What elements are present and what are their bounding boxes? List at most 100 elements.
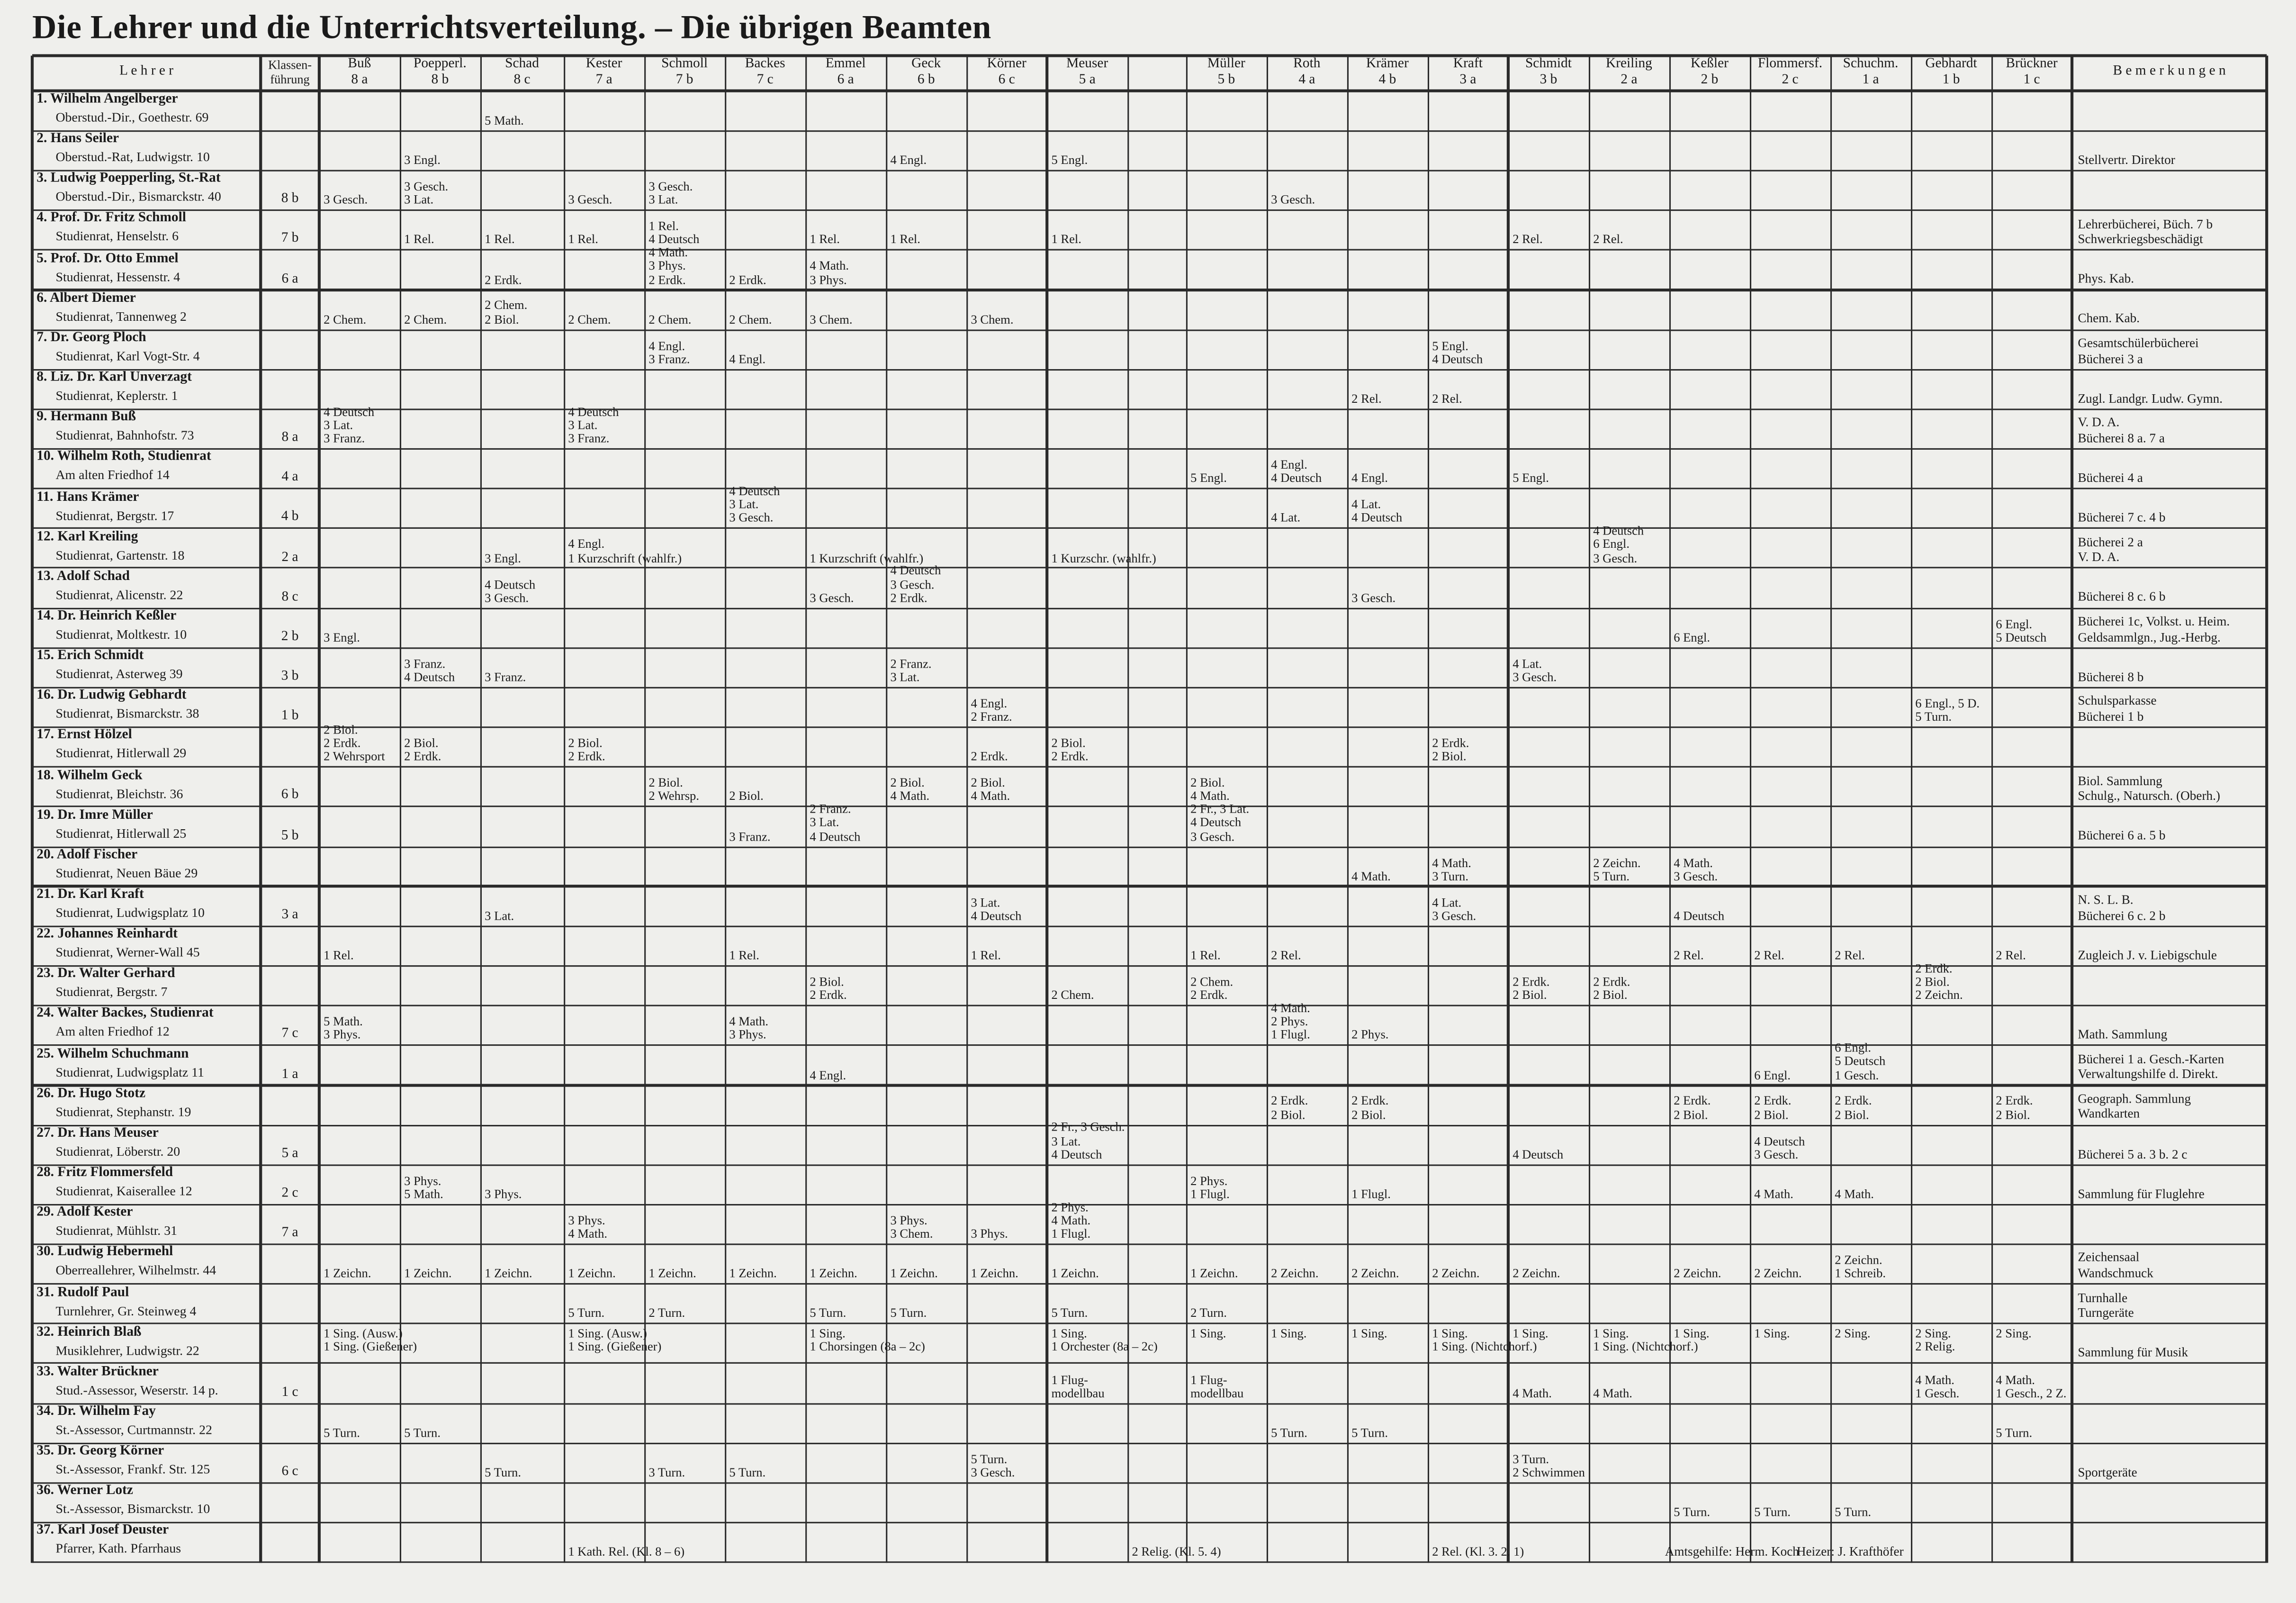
class-lead: 8 a <box>281 431 298 446</box>
teacher-address: Studienrat, Hessenstr. 4 <box>55 269 180 284</box>
column-rule <box>885 55 887 1562</box>
lesson-entry: 5 Math. 3 Phys. <box>324 1014 363 1042</box>
lesson-entry: 2 Erdk. 2 Biol. <box>1351 1093 1389 1122</box>
row-rule <box>32 130 2267 131</box>
column-class: 6 c <box>998 73 1015 88</box>
lesson-entry: 3 Engl. <box>485 550 521 565</box>
lesson-entry: 3 Phys. 3 Chem. <box>890 1213 933 1241</box>
lesson-entry: 1 Rel. <box>971 948 1001 963</box>
lesson-entry: 2 Biol. 2 Erdk. 2 Wehrsport <box>324 722 385 764</box>
teacher-address: Studienrat, Ludwigsplatz 11 <box>55 1064 204 1079</box>
row-rule <box>32 885 2267 888</box>
lesson-entry: 1 Zeichn. <box>890 1266 938 1281</box>
lesson-entry: 2 Erdk. 2 Biol. <box>1674 1093 1711 1122</box>
column-class: 7 a <box>595 73 612 88</box>
row-rule <box>32 1363 2267 1364</box>
lesson-entry: 3 Phys. 5 Math. <box>404 1173 443 1201</box>
lesson-entry: 4 Engl. 1 Kurzschrift (wahlfr.) <box>568 536 682 565</box>
lesson-entry: 4 Deutsch 3 Gesch. <box>1754 1133 1805 1161</box>
row-rule <box>32 965 2267 967</box>
column-rule <box>1185 55 1187 1562</box>
lesson-entry: 1 Zeichn. <box>810 1266 857 1281</box>
remark: Zugleich J. v. Liebigschule <box>2078 947 2217 962</box>
lesson-entry: 5 Turn. <box>1351 1425 1388 1440</box>
lesson-entry: 1 Rel. <box>810 232 840 247</box>
column-rule <box>1588 55 1589 1562</box>
remark: N. S. L. B. Bücherei 6 c. 2 b <box>2078 892 2166 923</box>
column-class: 5 a <box>1079 73 1096 88</box>
lesson-entry: 4 Engl. 3 Franz. <box>648 337 690 366</box>
teacher-name: 22. Johannes Reinhardt <box>36 927 178 942</box>
lesson-entry: 1 Zeichn. <box>1190 1266 1238 1281</box>
teacher-name: 20. Adolf Fischer <box>36 848 138 863</box>
lesson-entry: 2 Chem. <box>729 311 772 326</box>
lesson-entry: 2 Zeichn. <box>1513 1266 1560 1281</box>
teacher-address: Studienrat, Bergstr. 7 <box>55 985 168 1000</box>
teacher-address: St.-Assessor, Bismarckstr. 10 <box>55 1502 210 1517</box>
teacher-address: Studienrat, Mühlstr. 31 <box>55 1223 178 1238</box>
lesson-entry: 2 Fr., 3 Lat. 4 Deutsch 3 Gesch. <box>1190 801 1250 843</box>
column-teacher: Poepperl. <box>414 57 467 72</box>
lesson-entry: 4 Engl. <box>810 1067 846 1082</box>
remark: Bücherei 5 a. 3 b. 2 c <box>2078 1146 2188 1161</box>
teacher-address: St.-Assessor, Curtmannstr. 22 <box>55 1422 212 1437</box>
remark: Bücherei 7 c. 4 b <box>2078 510 2166 525</box>
lesson-entry: 5 Turn. <box>1835 1504 1872 1520</box>
teacher-name: 11. Hans Krämer <box>36 490 139 505</box>
remark: V. D. A. Bücherei 8 a. 7 a <box>2078 415 2165 445</box>
teacher-name: 28. Fritz Flommersfeld <box>36 1166 173 1181</box>
lesson-entry: 2 Franz. 3 Lat. 4 Deutsch <box>810 801 861 843</box>
lesson-entry: 1 Zeichn. <box>729 1266 777 1281</box>
row-rule <box>32 1084 2267 1087</box>
lesson-entry: 2 Biol. 2 Erdk. <box>404 735 441 764</box>
column-teacher: Schuchm. <box>1843 57 1899 72</box>
teacher-name: 1. Wilhelm Angelberger <box>36 92 178 107</box>
lesson-entry: 1 Sing. 1 Sing. (Nichtchorf.) <box>1593 1325 1698 1353</box>
lesson-entry: 2 Biol. <box>729 788 764 804</box>
teacher-address: Studienrat, Kaiserallee 12 <box>55 1183 192 1198</box>
lesson-entry: 2 Chem. <box>404 311 447 326</box>
column-class: 1 b <box>1942 73 1960 88</box>
lesson-entry: 2 Sing. <box>1996 1325 2032 1340</box>
column-class: 2 b <box>1701 73 1719 88</box>
class-lead: 1 c <box>281 1385 298 1400</box>
column-teacher: Backes <box>745 57 785 72</box>
lesson-entry: 3 Phys. 4 Math. <box>568 1213 608 1241</box>
column-class: 8 c <box>513 73 531 88</box>
class-lead: 2 c <box>281 1186 298 1201</box>
column-class: 8 a <box>351 73 368 88</box>
teacher-name: 14. Dr. Heinrich Keßler <box>36 609 177 624</box>
column-teacher: Krämer <box>1366 57 1409 72</box>
teacher-name: 8. Liz. Dr. Karl Unverzagt <box>36 371 192 386</box>
row-rule <box>32 567 2267 569</box>
lesson-entry: 2 Franz. 3 Lat. <box>890 656 932 684</box>
column-class: 7 c <box>756 73 774 88</box>
teacher-name: 9. Hermann Buß <box>36 410 136 426</box>
lesson-entry: 4 Lat. 4 Deutsch <box>1351 497 1403 525</box>
column-teacher: Kester <box>585 57 622 72</box>
lesson-entry: 6 Engl. 5 Deutsch <box>1996 616 2047 644</box>
lesson-entry: 2 Zeichn. <box>1432 1266 1480 1281</box>
lesson-entry: 4 Math. 1 Gesch. <box>1915 1372 1960 1400</box>
row-rule <box>32 1044 2267 1046</box>
teacher-name: 26. Dr. Hugo Stotz <box>36 1086 146 1101</box>
lesson-entry: 1 Zeichn. <box>648 1266 696 1281</box>
column-class: 2 a <box>1621 73 1638 88</box>
lesson-entry: 2 Rel. <box>1593 232 1623 247</box>
row-rule <box>32 448 2267 450</box>
class-lead: 2 a <box>281 550 298 565</box>
column-rule <box>1127 55 1128 1562</box>
lesson-entry: 2 Phys. 4 Math. 1 Flugl. <box>1051 1199 1091 1241</box>
lesson-entry: 5 Turn. <box>1051 1305 1088 1321</box>
lesson-entry: 2 Zeichn. <box>1271 1266 1319 1281</box>
teacher-name: 36. Werner Lotz <box>36 1484 133 1499</box>
lesson-entry: 2 Erdk. 2 Biol. <box>1513 974 1550 1003</box>
row-rule <box>32 647 2267 648</box>
lesson-entry: 2 Biol. 2 Wehrsp. <box>648 775 699 804</box>
lesson-entry: 2 Phys. <box>1351 1027 1389 1042</box>
lesson-entry: 1 Rel. <box>890 232 920 247</box>
lesson-entry: 2 Erdk. <box>729 272 766 287</box>
lesson-entry: 4 Lat. 3 Gesch. <box>1432 894 1477 923</box>
column-teacher: Flommersf. <box>1757 57 1823 72</box>
column-class: 6 a <box>837 73 854 88</box>
